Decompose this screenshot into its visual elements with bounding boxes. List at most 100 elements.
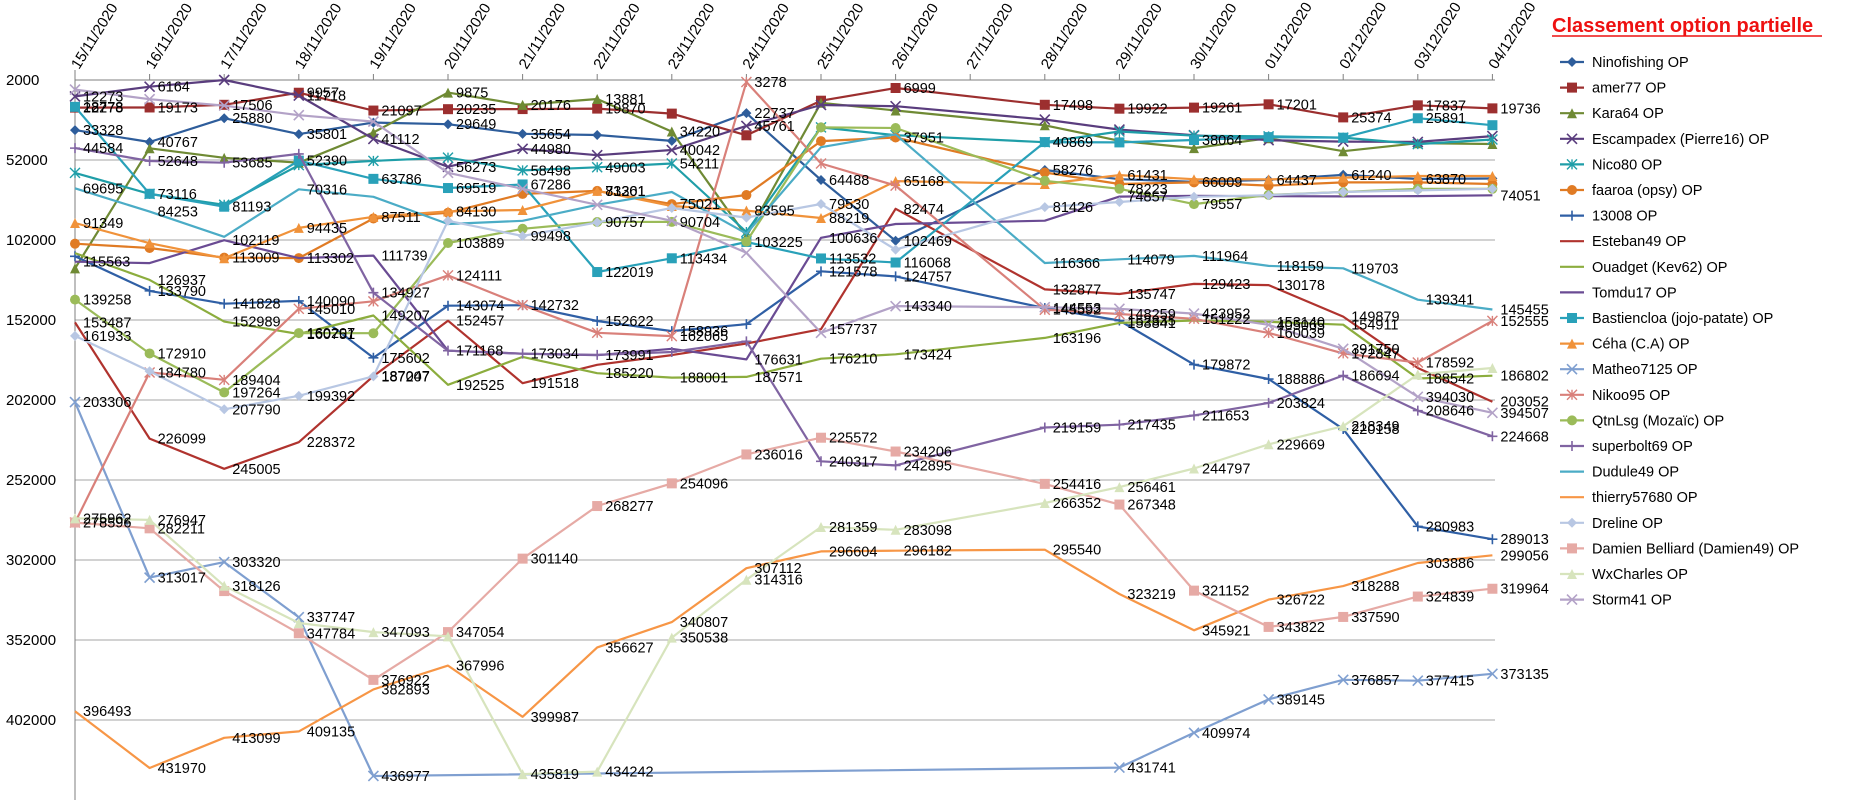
data-point — [443, 215, 453, 226]
data-label: 41112 — [381, 132, 419, 148]
data-label: 356627 — [605, 640, 653, 656]
data-point — [219, 298, 230, 309]
data-label: 337590 — [1351, 610, 1399, 626]
data-point — [69, 396, 81, 408]
data-point — [591, 199, 603, 211]
data-label: 367996 — [456, 659, 504, 675]
x-tick-label: 27/11/2020 — [963, 0, 1017, 72]
data-point — [1263, 190, 1274, 201]
data-label: 19736 — [1500, 101, 1540, 117]
data-label: 191518 — [531, 376, 579, 392]
data-label: 296182 — [904, 544, 952, 560]
data-label: 90704 — [680, 215, 720, 231]
legend-entry: Nikoo95 OP — [1560, 388, 1670, 404]
data-point — [741, 236, 752, 247]
data-label: 78223 — [1127, 182, 1167, 198]
data-point — [1114, 137, 1125, 148]
legend-entry: Ninofishing OP — [1560, 55, 1689, 71]
data-label: 140090 — [307, 294, 355, 310]
data-point — [219, 253, 230, 264]
data-point — [1188, 313, 1200, 325]
data-label: 219159 — [1053, 420, 1101, 436]
legend-label: faaroa (opsy) OP — [1592, 183, 1702, 199]
legend-label: Damien Belliard (Damien49) OP — [1592, 541, 1799, 557]
data-point — [890, 271, 901, 282]
legend-label: Escampadex (Pierre16) OP — [1592, 132, 1769, 148]
data-point — [442, 167, 454, 179]
data-label: 3278 — [754, 75, 786, 91]
data-label: 176210 — [829, 352, 877, 368]
data-label: 17837 — [1426, 98, 1466, 114]
data-label: 173034 — [531, 347, 579, 363]
data-label: 207790 — [232, 402, 280, 418]
data-point — [1487, 583, 1498, 594]
x-tick-label: 19/11/2020 — [366, 0, 420, 72]
data-label: 145010 — [307, 302, 355, 318]
data-point — [1412, 113, 1423, 124]
legend-label: Matheo7125 OP — [1592, 362, 1698, 378]
data-point — [1486, 315, 1498, 327]
y-tick-label: 52000 — [6, 152, 48, 169]
data-point — [1039, 113, 1051, 126]
data-point — [70, 217, 80, 228]
data-label: 99498 — [531, 229, 571, 245]
data-label: 172847 — [1351, 346, 1399, 362]
data-label: 431970 — [158, 761, 206, 777]
data-label: 154911 — [1351, 318, 1398, 334]
data-label: 405065 — [1277, 318, 1325, 334]
data-label: 347054 — [456, 625, 504, 641]
legend-marker — [1566, 158, 1578, 170]
data-label: 145455 — [1500, 303, 1548, 319]
data-point — [293, 155, 304, 166]
legend-entry: Escampadex (Pierre16) OP — [1560, 132, 1769, 148]
series-line — [74, 133, 1493, 311]
data-point — [1113, 303, 1125, 315]
data-point — [666, 330, 678, 342]
data-point — [517, 348, 528, 359]
legend-entry: Storm41 OP — [1560, 593, 1672, 609]
data-label: 160039 — [1277, 326, 1325, 342]
data-point — [1189, 359, 1199, 370]
data-point — [1189, 199, 1199, 210]
data-label: 172910 — [158, 346, 206, 362]
data-label: 192525 — [456, 378, 504, 394]
data-label: 318126 — [232, 579, 280, 595]
data-label: 139341 — [1426, 293, 1474, 309]
data-label: 113434 — [680, 251, 727, 267]
data-point — [368, 627, 379, 638]
legend-entry: thierry57680 OP — [1560, 490, 1698, 506]
data-label: 12273 — [83, 89, 123, 105]
data-point — [666, 126, 677, 137]
data-label: 234206 — [904, 445, 952, 461]
data-point — [1039, 137, 1050, 148]
data-point — [1113, 762, 1125, 774]
data-point — [816, 136, 826, 147]
data-label: 17506 — [232, 98, 272, 114]
data-label: 301140 — [531, 552, 578, 568]
data-label: 254416 — [1053, 477, 1101, 493]
data-label: 319964 — [1500, 582, 1548, 598]
data-point — [1188, 727, 1200, 739]
data-point — [1263, 439, 1274, 450]
data-point — [1412, 171, 1423, 181]
data-label: 303886 — [1426, 556, 1474, 572]
data-label: 373135 — [1500, 667, 1548, 683]
data-label: 245005 — [232, 462, 280, 478]
data-label: 6164 — [158, 80, 190, 96]
legend-label: Bastiencloa (jojo-patate) OP — [1592, 311, 1773, 327]
gridlines — [75, 79, 1495, 721]
legend-entry: Nico80 OP — [1560, 157, 1662, 173]
series-line — [74, 548, 1493, 770]
data-point — [666, 158, 678, 170]
data-point — [592, 185, 603, 196]
data-point — [740, 120, 752, 132]
data-point — [1189, 463, 1199, 474]
data-label: 103889 — [456, 236, 504, 252]
data-label: 163196 — [1053, 331, 1101, 347]
data-label: 188886 — [1277, 372, 1325, 388]
data-label: 389145 — [1277, 692, 1325, 708]
data-label: 220158 — [1351, 422, 1399, 438]
data-point — [1412, 185, 1423, 196]
data-label: 113009 — [232, 251, 279, 267]
data-label: 119703 — [1351, 261, 1398, 277]
